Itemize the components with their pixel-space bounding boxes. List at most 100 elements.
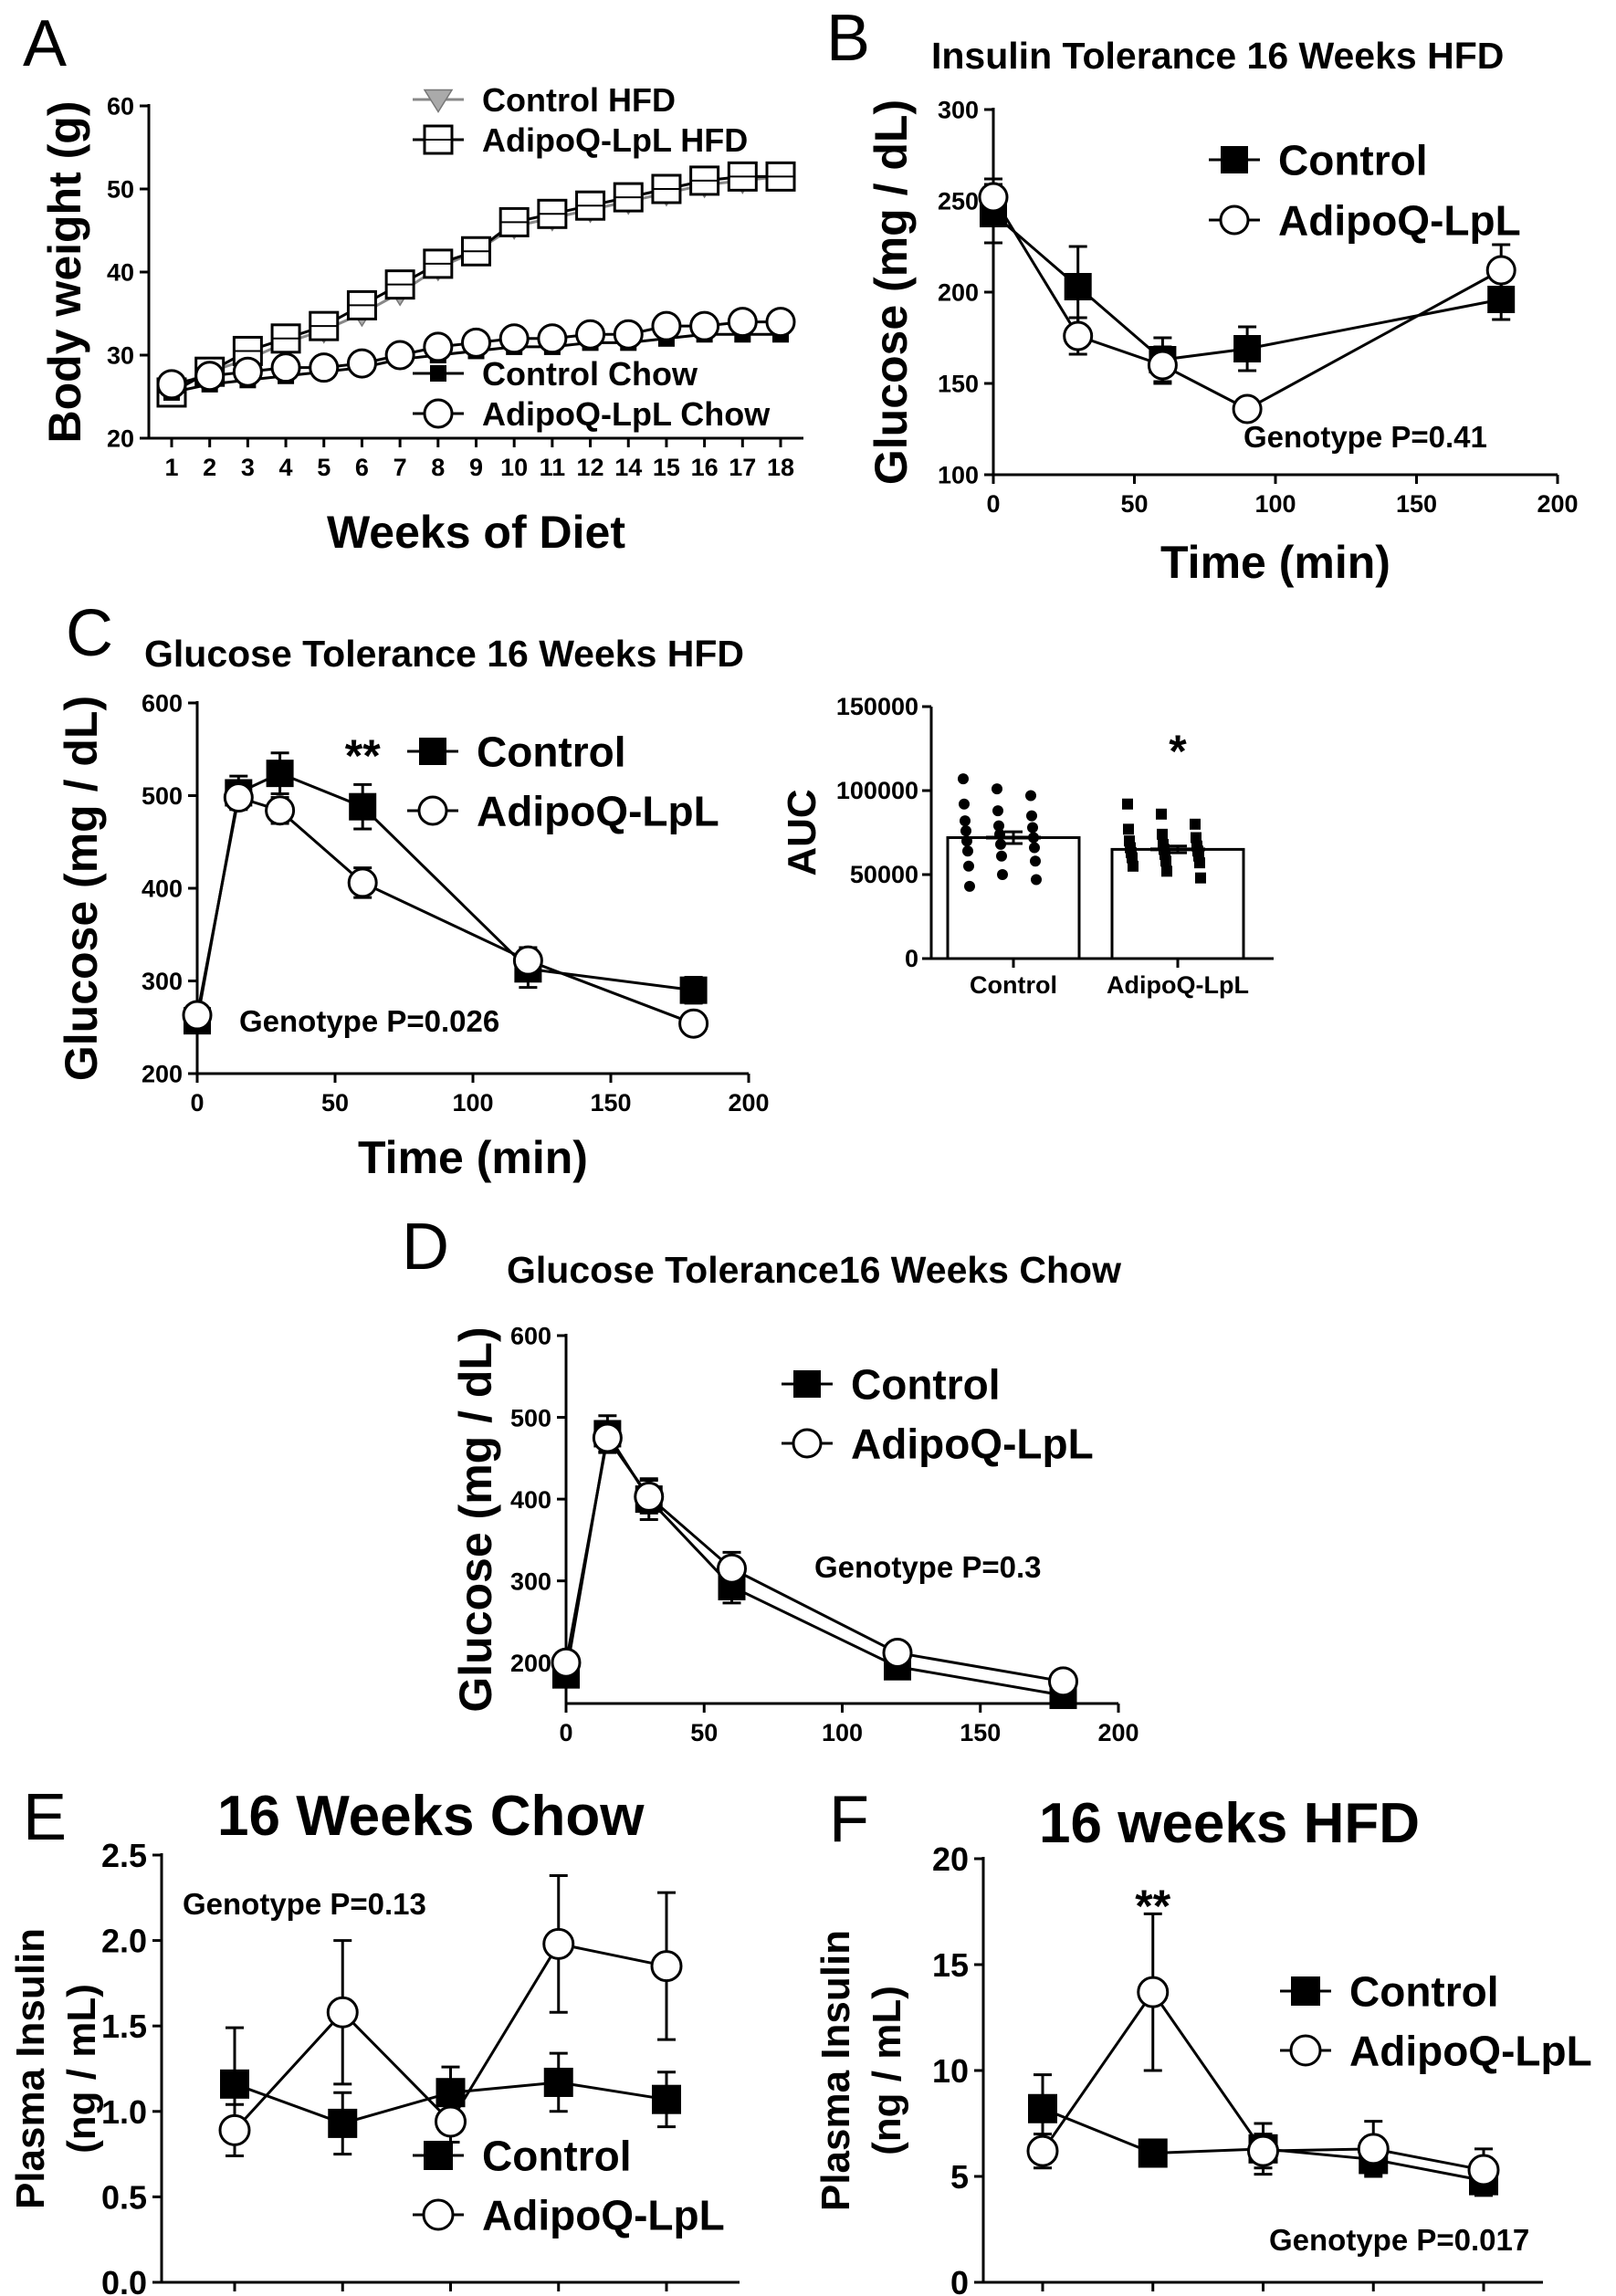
legend-marker — [423, 124, 454, 155]
genotype-annotation: Genotype P=0.3 — [814, 1550, 1042, 1584]
legend-label: Control — [851, 1361, 1001, 1409]
x-tick-label: 11 — [540, 454, 566, 481]
series-control — [220, 2026, 681, 2156]
legend-label: Control — [1349, 1968, 1499, 2016]
legend-label: AdipoQ-LpL — [851, 1421, 1094, 1468]
panel-label: F — [829, 1783, 869, 1856]
individual-point — [995, 838, 1006, 850]
individual-point — [992, 783, 1002, 795]
y-tick-label: 1.5 — [101, 2008, 147, 2045]
data-point — [328, 2108, 358, 2138]
x-tick-label: 2 — [203, 454, 216, 481]
y-tick-label: 0.5 — [101, 2178, 147, 2216]
individual-point — [1128, 860, 1139, 872]
y-tick-label: 40 — [107, 259, 134, 287]
individual-point — [1127, 852, 1138, 864]
series-adipoq-lpl — [218, 1873, 683, 2157]
individual-point — [1027, 822, 1038, 833]
data-point — [1137, 1976, 1170, 2008]
y-tick-label: 300 — [510, 1567, 551, 1595]
x-tick-label: 1 — [164, 454, 178, 481]
y-tick-label: 30 — [107, 342, 134, 370]
x-tick-label: 0 — [986, 490, 1000, 518]
data-point — [765, 161, 796, 192]
x-tick-label: 100 — [822, 1719, 863, 1746]
x-tick-label: 15 — [653, 454, 680, 481]
legend-label: AdipoQ-LpL — [1349, 2028, 1592, 2075]
individual-point — [958, 773, 969, 785]
data-point — [265, 795, 296, 826]
individual-point — [964, 880, 975, 892]
data-point — [1485, 255, 1516, 286]
data-point — [1026, 2134, 1059, 2167]
data-point — [309, 310, 340, 341]
panel-label: A — [23, 7, 67, 80]
y-axis-label: Body weight (g) — [39, 101, 90, 444]
y-tick-label: 150 — [938, 371, 979, 398]
legend-marker — [792, 1428, 823, 1459]
y-axis-label: Plasma Insulin — [8, 1928, 53, 2209]
individual-point — [1028, 832, 1039, 844]
x-tick-label: Control — [970, 971, 1057, 999]
y-axis-label: Glucose (mg / dL) — [866, 100, 917, 485]
data-point — [537, 323, 568, 354]
x-tick-label: 50 — [690, 1719, 718, 1746]
data-point — [537, 198, 568, 229]
y-tick-label: 100000 — [836, 777, 918, 804]
data-point — [498, 323, 530, 354]
individual-point — [961, 835, 972, 847]
x-tick-label: 50 — [321, 1089, 349, 1117]
legend-label: Control HFD — [482, 81, 676, 119]
x-tick-label: 150 — [590, 1089, 631, 1117]
data-point — [1233, 335, 1262, 362]
y-tick-label: 100 — [938, 462, 979, 489]
data-point — [218, 2113, 251, 2146]
individual-point — [1157, 828, 1168, 840]
data-point — [346, 348, 377, 379]
significance-mark: * — [1169, 726, 1187, 777]
x-tick-label: 6 — [355, 454, 369, 481]
data-point — [182, 1000, 213, 1031]
individual-point — [1191, 832, 1202, 844]
y-tick-label: 300 — [142, 968, 183, 995]
y-axis-label: Glucose (mg / dL) — [450, 1326, 501, 1712]
panel-label: B — [826, 2, 870, 75]
x-tick-label: 4 — [279, 454, 293, 481]
individual-point — [992, 805, 1003, 817]
data-point — [651, 173, 682, 204]
data-point — [882, 1637, 913, 1668]
legend-label: Control Chow — [482, 355, 698, 393]
legend-label: AdipoQ-LpL HFD — [482, 121, 748, 159]
y-axis-label: (ng / mL) — [865, 1986, 909, 2155]
individual-point — [1123, 823, 1134, 835]
legend-marker — [1289, 2034, 1322, 2067]
x-tick-label: 200 — [728, 1089, 769, 1117]
chart-title: Glucose Tolerance 16 Weeks HFD — [144, 633, 744, 675]
series-line — [195, 795, 695, 1025]
y-tick-label: 50 — [107, 176, 134, 204]
y-axis-label: Plasma Insulin — [813, 1930, 858, 2211]
panel-label: E — [23, 1781, 67, 1854]
x-tick-label: AdipoQ-LpL — [1107, 971, 1249, 999]
data-point — [1467, 2154, 1500, 2186]
panel-label: C — [66, 597, 113, 670]
individual-point — [1122, 798, 1133, 810]
individual-point — [1031, 874, 1042, 886]
y-tick-label: 0 — [905, 945, 918, 972]
panel-c-auc: 0 50000 100000 150000 AUC Control AdipoQ-LpL * — [780, 693, 1274, 999]
x-tick-label: 12 — [577, 454, 604, 481]
individual-point — [1161, 865, 1172, 877]
x-tick-label: 150 — [1396, 490, 1437, 518]
data-point — [592, 1422, 623, 1453]
x-tick-label: 5 — [317, 454, 331, 481]
x-tick-label: 18 — [767, 454, 794, 481]
data-point — [156, 369, 187, 400]
data-point — [634, 1481, 665, 1512]
x-tick-label: 14 — [614, 454, 642, 481]
y-tick-label: 1.0 — [101, 2093, 147, 2131]
legend-label: AdipoQ-LpL — [477, 788, 719, 835]
x-tick-label: 150 — [960, 1719, 1001, 1746]
legend-marker — [419, 738, 446, 765]
y-tick-label: 400 — [510, 1486, 551, 1514]
